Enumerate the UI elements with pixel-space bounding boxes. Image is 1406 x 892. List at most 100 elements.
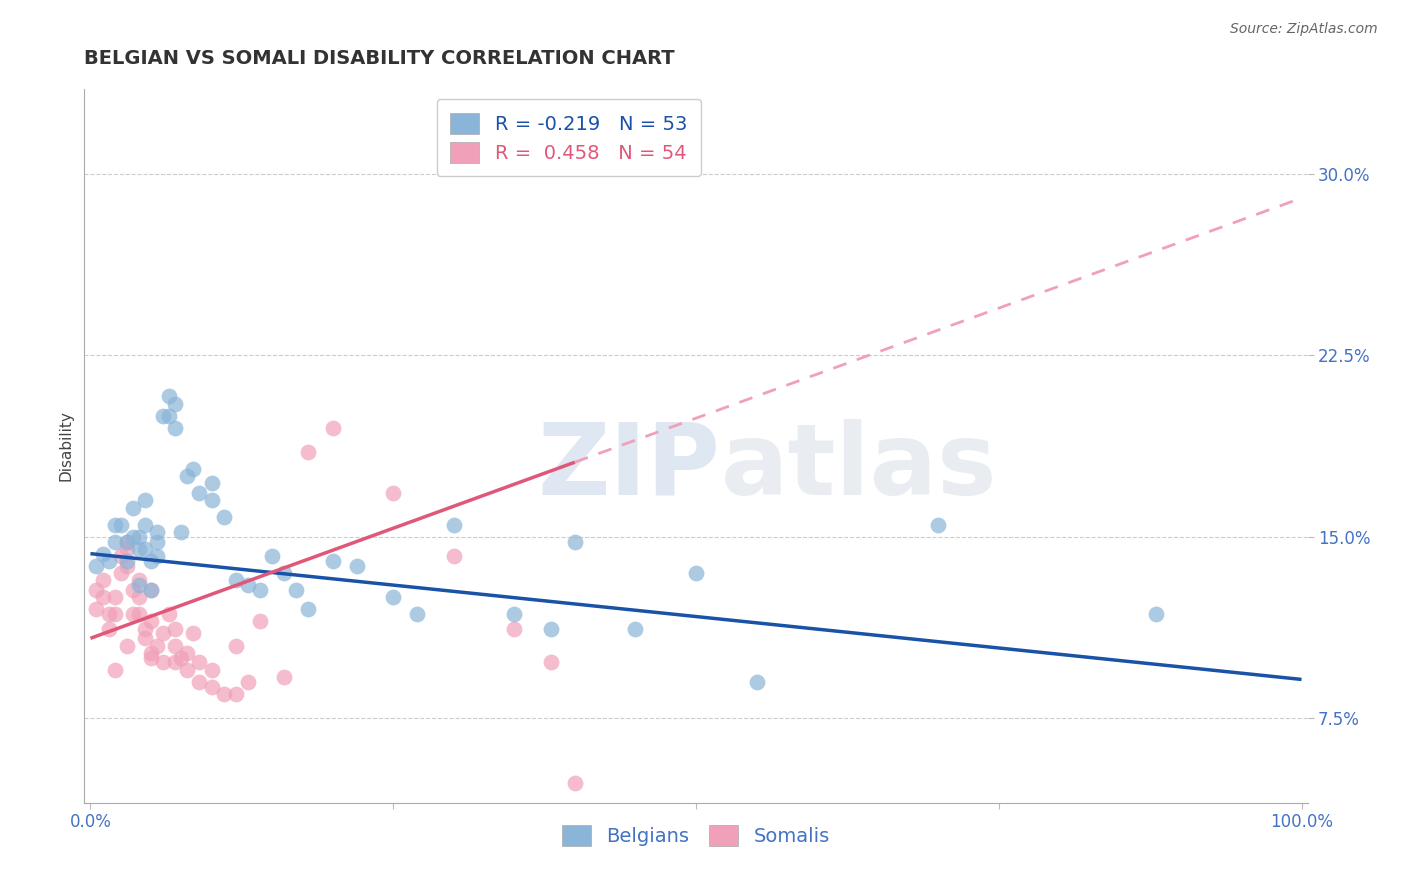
Point <box>146 549 169 563</box>
Point <box>97 622 120 636</box>
Point <box>110 549 132 563</box>
Point <box>139 582 162 597</box>
Point <box>86 558 108 573</box>
Point <box>212 687 235 701</box>
Point <box>104 534 127 549</box>
Point <box>443 549 465 563</box>
Point <box>165 421 187 435</box>
Point <box>1144 607 1167 621</box>
Point <box>540 622 562 636</box>
Point <box>134 622 156 636</box>
Point <box>503 607 526 621</box>
Point <box>91 547 114 561</box>
Point <box>165 639 187 653</box>
Point <box>176 646 198 660</box>
Point <box>170 650 193 665</box>
Point <box>285 582 308 597</box>
Point <box>110 566 132 580</box>
Point <box>157 389 180 403</box>
Point <box>200 476 222 491</box>
Point <box>146 524 169 539</box>
Point <box>115 554 138 568</box>
Point <box>212 510 235 524</box>
Point <box>115 534 138 549</box>
Point <box>139 615 162 629</box>
Point <box>297 602 319 616</box>
Point <box>128 574 150 588</box>
Text: ZIP: ZIP <box>537 419 720 516</box>
Point <box>146 639 169 653</box>
Point <box>262 549 284 563</box>
Point <box>225 639 247 653</box>
Point <box>188 674 211 689</box>
Point <box>297 445 319 459</box>
Point <box>91 574 114 588</box>
Point <box>86 602 108 616</box>
Point <box>86 582 108 597</box>
Legend: Belgians, Somalis: Belgians, Somalis <box>554 817 838 854</box>
Point <box>146 534 169 549</box>
Point <box>128 578 150 592</box>
Point <box>200 680 222 694</box>
Point <box>121 582 143 597</box>
Point <box>236 674 259 689</box>
Point <box>115 639 138 653</box>
Point <box>134 541 156 556</box>
Text: Source: ZipAtlas.com: Source: ZipAtlas.com <box>1230 22 1378 37</box>
Point <box>540 656 562 670</box>
Point <box>225 574 247 588</box>
Point <box>139 650 162 665</box>
Point <box>443 517 465 532</box>
Point <box>200 663 222 677</box>
Point <box>157 409 180 423</box>
Point <box>170 524 193 539</box>
Point <box>104 607 127 621</box>
Point <box>225 687 247 701</box>
Point <box>152 409 174 423</box>
Point <box>115 534 138 549</box>
Point <box>273 566 295 580</box>
Point <box>382 486 405 500</box>
Point <box>165 622 187 636</box>
Point <box>249 615 271 629</box>
Point <box>200 493 222 508</box>
Point <box>152 626 174 640</box>
Point <box>236 578 259 592</box>
Point <box>183 626 205 640</box>
Point <box>176 469 198 483</box>
Point <box>273 670 295 684</box>
Point <box>104 663 127 677</box>
Point <box>104 517 127 532</box>
Point <box>134 517 156 532</box>
Point <box>183 462 205 476</box>
Point <box>121 607 143 621</box>
Point <box>121 530 143 544</box>
Point <box>927 517 949 532</box>
Point <box>406 607 429 621</box>
Point <box>115 558 138 573</box>
Point <box>188 486 211 500</box>
Point <box>128 541 150 556</box>
Point <box>165 656 187 670</box>
Point <box>139 582 162 597</box>
Point <box>134 632 156 646</box>
Point <box>564 776 586 790</box>
Point <box>139 554 162 568</box>
Point <box>322 554 344 568</box>
Point <box>564 534 586 549</box>
Point <box>503 622 526 636</box>
Y-axis label: Disability: Disability <box>58 410 73 482</box>
Point <box>382 590 405 604</box>
Point <box>104 590 127 604</box>
Point <box>346 558 368 573</box>
Point <box>134 493 156 508</box>
Point <box>110 517 132 532</box>
Point <box>152 656 174 670</box>
Point <box>97 607 120 621</box>
Point <box>121 500 143 515</box>
Point <box>139 646 162 660</box>
Text: atlas: atlas <box>720 419 997 516</box>
Point <box>157 607 180 621</box>
Point <box>249 582 271 597</box>
Text: BELGIAN VS SOMALI DISABILITY CORRELATION CHART: BELGIAN VS SOMALI DISABILITY CORRELATION… <box>84 49 675 68</box>
